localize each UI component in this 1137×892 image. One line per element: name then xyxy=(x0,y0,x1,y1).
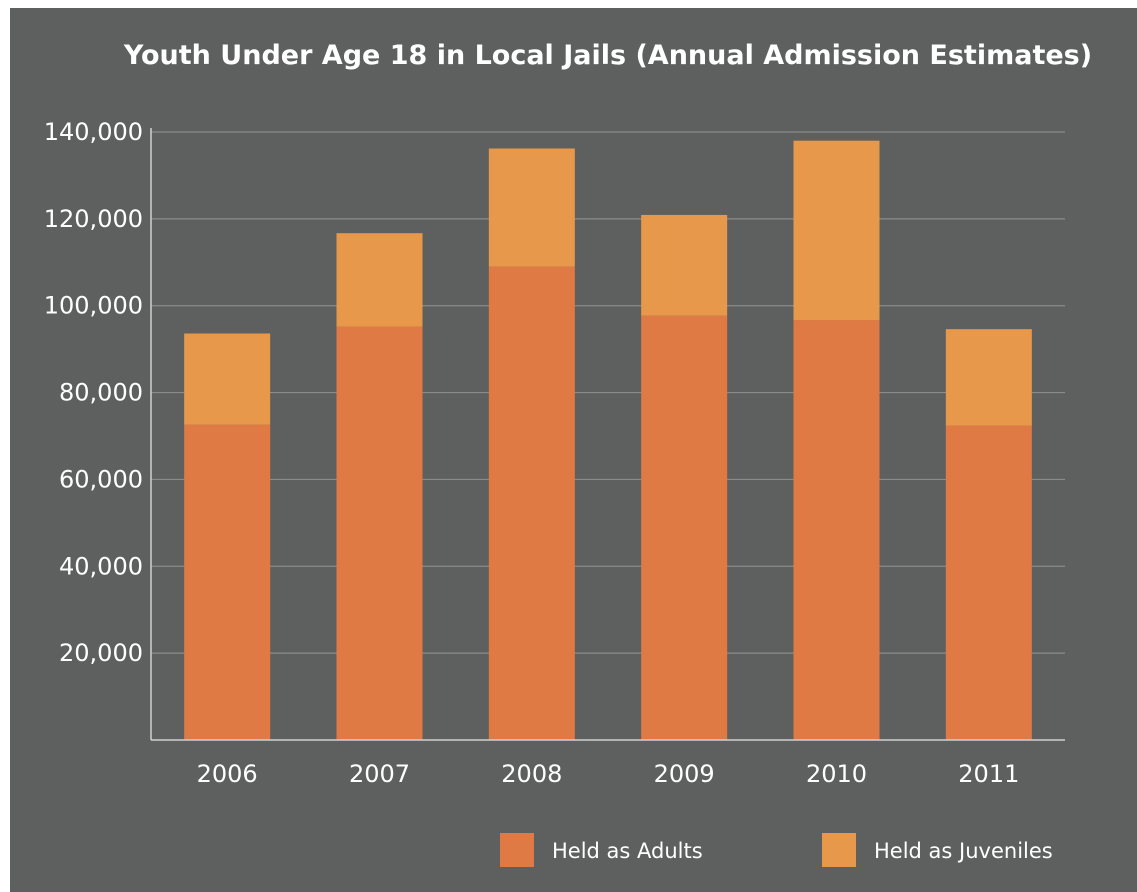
chart-svg: Youth Under Age 18 in Local Jails (Annua… xyxy=(44,40,1092,867)
y-tick-label: 40,000 xyxy=(59,552,143,580)
bars xyxy=(184,140,1032,740)
chart-title: Youth Under Age 18 in Local Jails (Annua… xyxy=(123,40,1092,71)
legend-label-adults: Held as Adults xyxy=(552,839,703,863)
y-tick-label: 20,000 xyxy=(59,639,143,667)
bar-segment-adults-2011 xyxy=(945,425,1032,740)
bar-segment-juveniles-2010 xyxy=(793,140,880,321)
bar-segment-juveniles-2009 xyxy=(641,214,728,316)
bar-segment-adults-2010 xyxy=(793,320,880,740)
x-tick-label: 2006 xyxy=(197,760,258,788)
chart-panel: Youth Under Age 18 in Local Jails (Annua… xyxy=(10,8,1137,892)
y-tick-labels: 20,000 40,000 60,000 80,000 100,000 120,000 14… xyxy=(44,118,143,667)
grid-lines xyxy=(151,131,1065,654)
legend-label-juveniles: Held as Juveniles xyxy=(874,839,1053,863)
bar-segment-juveniles-2011 xyxy=(945,329,1032,426)
x-tick-label: 2010 xyxy=(806,760,867,788)
bar-segment-juveniles-2007 xyxy=(336,233,423,327)
legend-swatch-adults xyxy=(500,833,534,867)
bar-segment-adults-2009 xyxy=(641,315,728,740)
bar-segment-adults-2008 xyxy=(488,266,575,740)
x-tick-label: 2007 xyxy=(349,760,410,788)
x-tick-label: 2008 xyxy=(501,760,562,788)
bar-segment-juveniles-2008 xyxy=(488,148,575,267)
bar-segment-adults-2007 xyxy=(336,326,423,740)
legend-swatch-juveniles xyxy=(822,833,856,867)
x-tick-label: 2009 xyxy=(654,760,715,788)
y-tick-label: 100,000 xyxy=(44,292,143,320)
y-tick-label: 120,000 xyxy=(44,205,143,233)
y-tick-label: 60,000 xyxy=(59,465,143,493)
legend: Held as Adults Held as Juveniles xyxy=(500,833,1053,867)
bar-segment-adults-2006 xyxy=(184,424,271,740)
y-tick-label: 80,000 xyxy=(59,379,143,407)
y-tick-label: 140,000 xyxy=(44,118,143,146)
x-tick-labels: 2006 2007 2008 2009 2010 2011 xyxy=(197,760,1020,788)
axes xyxy=(150,128,1065,741)
x-tick-label: 2011 xyxy=(958,760,1019,788)
bar-segment-juveniles-2006 xyxy=(184,333,271,425)
